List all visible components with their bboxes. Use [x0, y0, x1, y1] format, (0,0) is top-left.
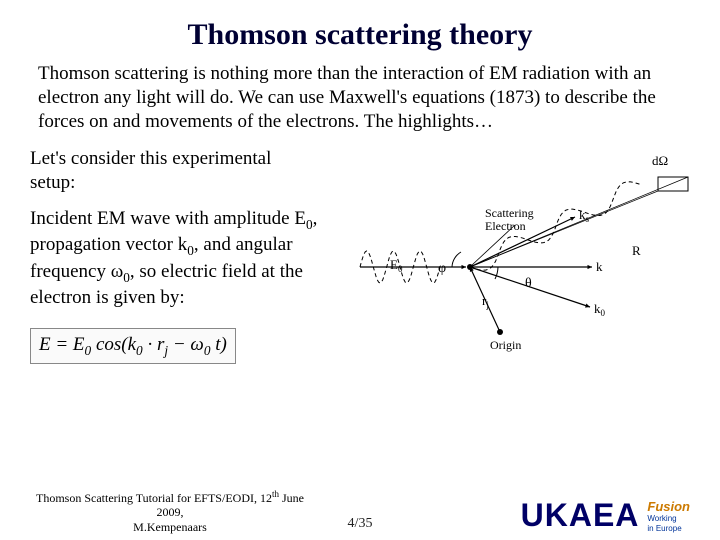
- field-equation: E = E0 cos(k0 · rj − ω0 t): [30, 328, 236, 364]
- intro-text: Thomson scattering is nothing more than …: [38, 62, 682, 133]
- slide: Thomson scattering theory Thomson scatte…: [0, 0, 720, 540]
- svg-text:Scattering: Scattering: [485, 206, 534, 220]
- page-number: 4/35: [348, 516, 373, 532]
- footer-citation: Thomson Scattering Tutorial for EFTS/EOD…: [30, 489, 310, 534]
- left-column: Let's consider this experimental setup: …: [30, 147, 320, 367]
- content-columns: Let's consider this experimental setup: …: [30, 147, 690, 367]
- svg-text:θ: θ: [525, 276, 532, 291]
- footer-logos: UKAEA Fusion Working in Europe: [521, 497, 690, 534]
- incident-wave-text: Incident EM wave with amplitude E0, prop…: [30, 207, 320, 310]
- fusion-logo: Fusion Working in Europe: [647, 500, 690, 534]
- ukaea-logo: UKAEA: [521, 497, 640, 534]
- svg-text:k0: k0: [594, 301, 606, 318]
- scattering-diagram: E0 ScatteringElectron dΩ R Origin φ θ ks k k0 rj: [330, 147, 700, 367]
- svg-text:R: R: [632, 243, 641, 258]
- footer: Thomson Scattering Tutorial for EFTS/EOD…: [30, 489, 690, 534]
- svg-text:E0: E0: [390, 257, 403, 274]
- svg-text:φ: φ: [438, 261, 446, 276]
- page-title: Thomson scattering theory: [30, 18, 690, 52]
- setup-text: Let's consider this experimental setup:: [30, 147, 320, 195]
- diagram-container: E0 ScatteringElectron dΩ R Origin φ θ ks k k0 rj: [330, 147, 690, 367]
- svg-text:rj: rj: [482, 293, 489, 310]
- svg-text:ks: ks: [579, 207, 590, 224]
- svg-text:Electron: Electron: [485, 219, 526, 233]
- svg-text:dΩ: dΩ: [652, 153, 668, 168]
- svg-text:Origin: Origin: [490, 338, 521, 352]
- svg-text:k: k: [596, 259, 603, 274]
